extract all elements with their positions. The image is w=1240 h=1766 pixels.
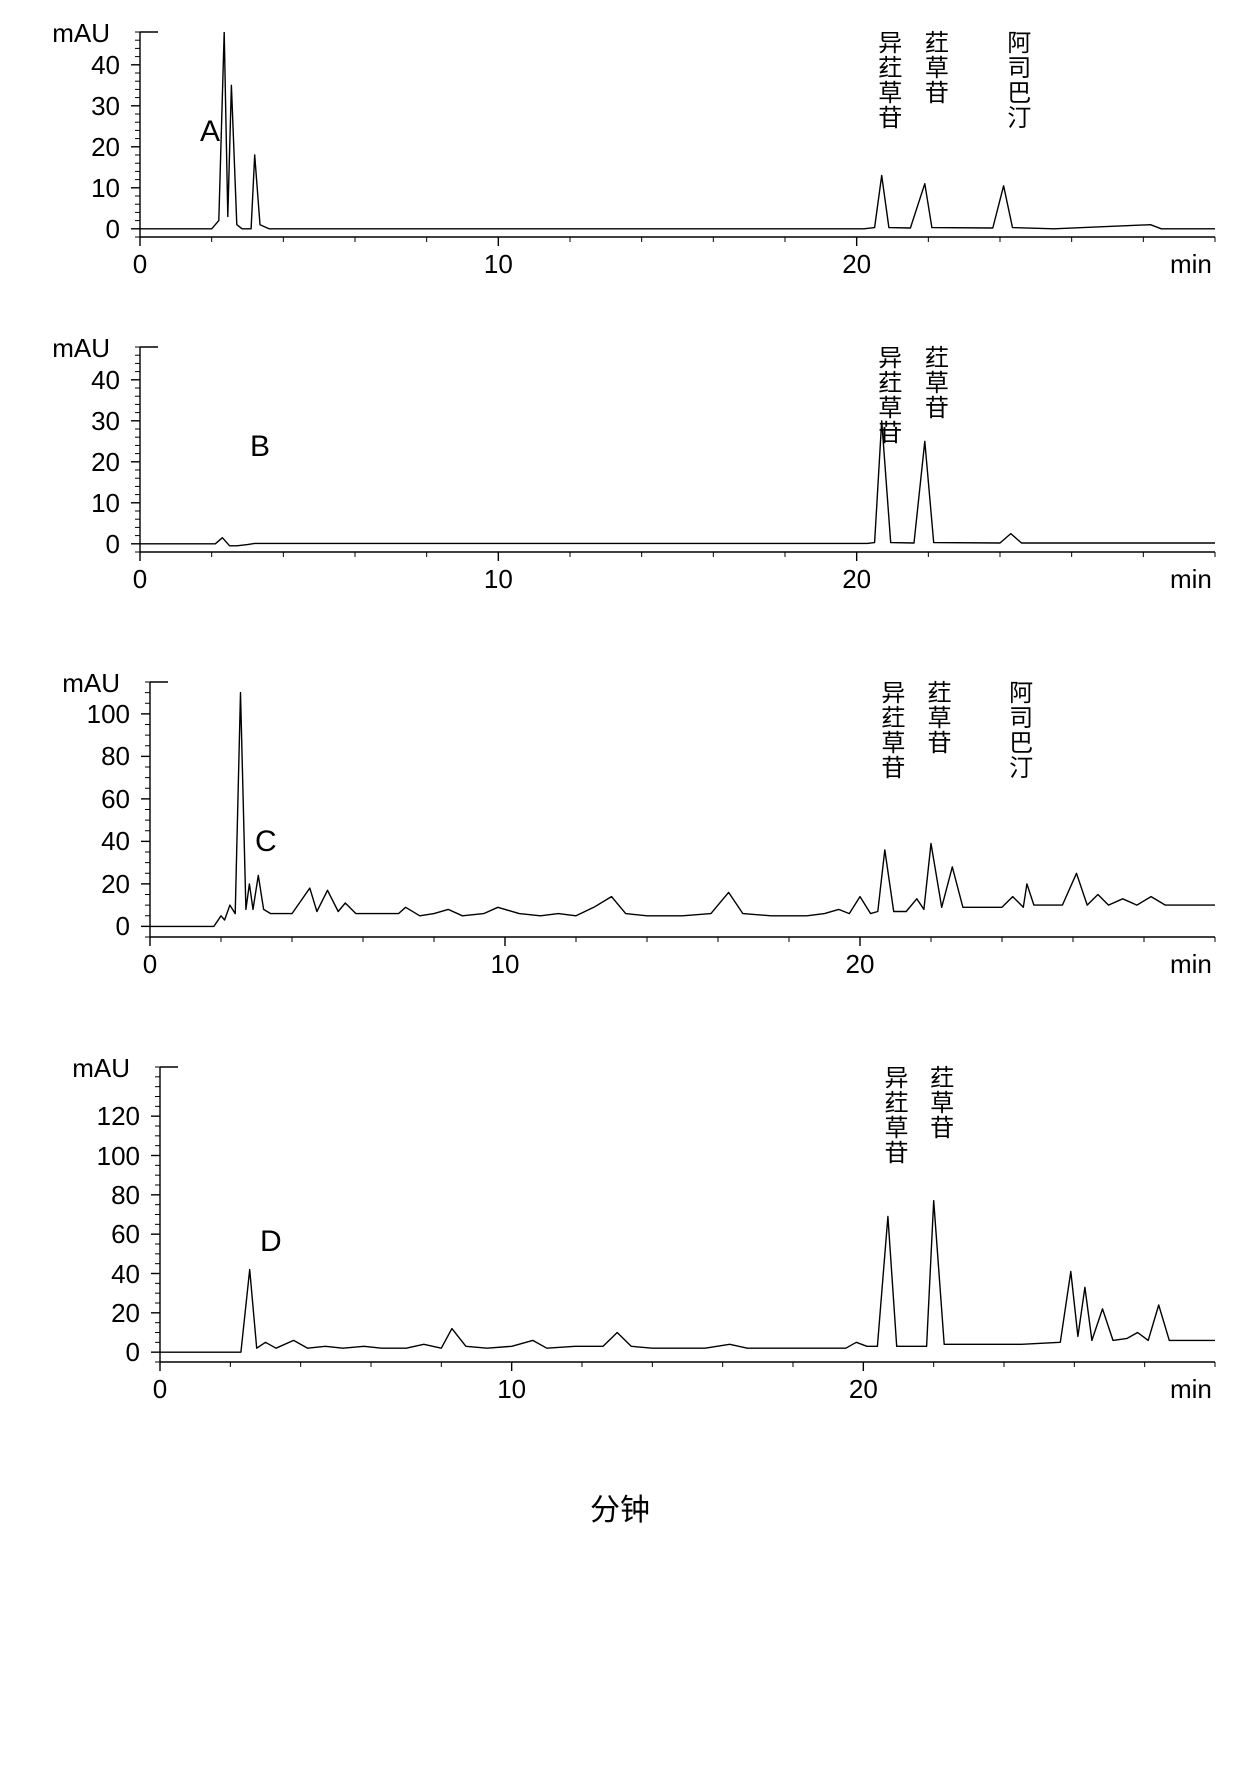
panel-letter: A [200, 115, 220, 149]
panel-D: mAU02040608010012001020min异荭草苷荭草苷 [0, 1045, 1240, 1425]
panel-A: mAU01020304001020min异荭草苷荭草苷阿司巴汀 [0, 10, 1240, 295]
y-tick-label: 0 [65, 529, 120, 560]
y-tick-label: 40 [65, 365, 120, 396]
y-tick-label: 0 [65, 214, 120, 245]
y-tick-label: 60 [85, 1219, 140, 1250]
y-tick-label: 30 [65, 406, 120, 437]
y-axis-label: mAU [35, 18, 110, 49]
y-axis-label: mAU [45, 668, 120, 699]
panel-B: mAU01020304001020min异荭草苷荭草苷 [0, 325, 1240, 610]
y-tick-label: 40 [65, 50, 120, 81]
y-tick-label: 60 [75, 784, 130, 815]
panel-letter: C [255, 825, 277, 859]
y-tick-label: 0 [75, 911, 130, 942]
y-tick-label: 40 [75, 826, 130, 857]
plot-svg [140, 682, 1235, 997]
plot-svg [130, 347, 1235, 612]
peak-label: 阿司巴汀 [999, 30, 1034, 180]
peak-label: 荭草苷 [919, 680, 954, 865]
plot-svg [150, 1067, 1235, 1422]
y-tick-label: 80 [85, 1180, 140, 1211]
y-tick-label: 20 [65, 447, 120, 478]
y-tick-label: 80 [75, 741, 130, 772]
plot-svg [130, 32, 1235, 297]
peak-label: 阿司巴汀 [1001, 680, 1036, 865]
y-tick-label: 30 [65, 91, 120, 122]
y-tick-label: 20 [65, 132, 120, 163]
peak-label: 荭草苷 [922, 1065, 957, 1281]
peak-label: 荭草苷 [916, 345, 951, 495]
chromatogram-figure: mAU01020304001020min异荭草苷荭草苷阿司巴汀mAU010203… [0, 0, 1240, 1766]
peak-label: 异荭草苷 [870, 345, 905, 495]
y-tick-label: 20 [75, 869, 130, 900]
peak-label: 异荭草苷 [876, 1065, 911, 1281]
panel-letter: D [260, 1225, 282, 1259]
x-axis-title: 分钟 [570, 1485, 670, 1529]
peak-label: 荭草苷 [916, 30, 951, 180]
panel-letter: B [250, 430, 270, 464]
y-axis-label: mAU [55, 1053, 130, 1084]
y-tick-label: 100 [85, 1141, 140, 1172]
panel-C: mAU02040608010001020min异荭草苷荭草苷阿司巴汀 [0, 660, 1240, 1000]
y-tick-label: 0 [85, 1337, 140, 1368]
y-tick-label: 10 [65, 488, 120, 519]
y-tick-label: 100 [75, 699, 130, 730]
y-tick-label: 20 [85, 1298, 140, 1329]
peak-label: 异荭草苷 [870, 30, 905, 180]
y-axis-label: mAU [35, 333, 110, 364]
y-tick-label: 40 [85, 1259, 140, 1290]
peak-label: 异荭草苷 [873, 680, 908, 865]
y-tick-label: 120 [85, 1101, 140, 1132]
y-tick-label: 10 [65, 173, 120, 204]
